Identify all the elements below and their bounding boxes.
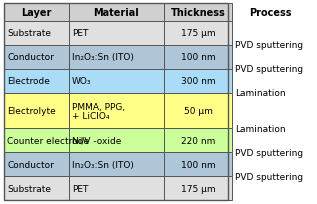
Text: In₂O₃:Sn (ITO): In₂O₃:Sn (ITO) (72, 53, 134, 62)
Text: Lamination: Lamination (235, 124, 286, 133)
Bar (4, 93, 69, 129)
Bar (164, 129, 232, 153)
Text: Ni/V -oxide: Ni/V -oxide (72, 136, 121, 145)
Bar (4, 153, 69, 176)
Text: Material: Material (94, 8, 139, 18)
Text: PVD sputtering: PVD sputtering (235, 148, 303, 157)
Text: Electrolyte: Electrolyte (7, 106, 56, 115)
Text: PMMA, PPG,: PMMA, PPG, (72, 102, 125, 111)
Text: + LiClO₄: + LiClO₄ (72, 111, 109, 120)
Bar (69, 22, 164, 46)
Text: Conductor: Conductor (7, 53, 54, 62)
Text: 175 μm: 175 μm (181, 184, 215, 193)
Bar (4, 69, 69, 93)
Bar (164, 69, 232, 93)
Text: Layer: Layer (21, 8, 52, 18)
Bar (164, 4, 232, 22)
Bar (164, 22, 232, 46)
Bar (69, 69, 164, 93)
Bar (4, 22, 69, 46)
Bar (164, 46, 232, 69)
Bar (4, 4, 228, 200)
Text: PET: PET (72, 184, 88, 193)
Bar (69, 46, 164, 69)
Text: Conductor: Conductor (7, 160, 54, 169)
Text: 220 nm: 220 nm (181, 136, 215, 145)
Text: WO₃: WO₃ (72, 77, 92, 86)
Bar (4, 129, 69, 153)
Bar (164, 153, 232, 176)
Text: Substrate: Substrate (7, 184, 51, 193)
Text: 100 nm: 100 nm (181, 160, 215, 169)
Text: 300 nm: 300 nm (181, 77, 215, 86)
Text: 50 μm: 50 μm (184, 106, 212, 115)
Bar (69, 129, 164, 153)
Bar (4, 4, 69, 22)
Text: 175 μm: 175 μm (181, 29, 215, 38)
Text: 100 nm: 100 nm (181, 53, 215, 62)
Text: Process: Process (249, 8, 291, 18)
Bar (69, 176, 164, 200)
Text: PET: PET (72, 29, 88, 38)
Text: PVD sputtering: PVD sputtering (235, 65, 303, 74)
Text: Counter electrode: Counter electrode (7, 136, 89, 145)
Text: Substrate: Substrate (7, 29, 51, 38)
Text: PVD sputtering: PVD sputtering (235, 172, 303, 181)
Bar (69, 93, 164, 129)
Text: Electrode: Electrode (7, 77, 50, 86)
Text: PVD sputtering: PVD sputtering (235, 41, 303, 50)
Text: In₂O₃:Sn (ITO): In₂O₃:Sn (ITO) (72, 160, 134, 169)
Text: Thickness: Thickness (171, 8, 225, 18)
Text: Lamination: Lamination (235, 89, 286, 98)
Bar (4, 176, 69, 200)
Bar (69, 4, 164, 22)
Bar (164, 176, 232, 200)
Bar (4, 46, 69, 69)
Bar (69, 153, 164, 176)
Bar (164, 93, 232, 129)
